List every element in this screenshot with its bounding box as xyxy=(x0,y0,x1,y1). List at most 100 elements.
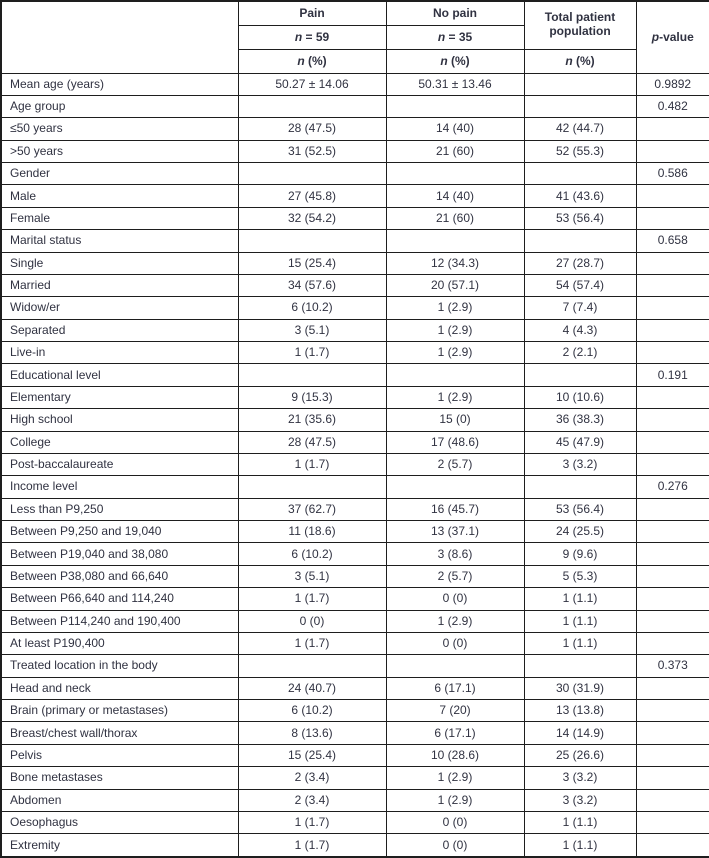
p-value-italic: p xyxy=(651,29,660,44)
table-row: Between P114,240 and 190,400 0 (0) 1 (2.… xyxy=(0,609,709,633)
row-label: Age group xyxy=(0,94,239,119)
n-italic: n xyxy=(294,29,303,44)
cell-pain xyxy=(237,229,387,253)
cell-no-pain: 13 (37.1) xyxy=(385,519,525,544)
cell-total: 14 (14.9) xyxy=(523,721,637,745)
cell-p-value xyxy=(635,296,709,320)
row-label: ≤50 years xyxy=(0,117,239,141)
p-value-rest: -value xyxy=(659,29,694,44)
table-row: Between P9,250 and 19,040 11 (18.6) 13 (… xyxy=(0,519,709,544)
cell-pain: 8 (13.6) xyxy=(237,721,387,745)
cell-total: 53 (56.4) xyxy=(523,497,637,522)
cell-p-value: 0.658 xyxy=(635,229,709,253)
cell-p-value: 0.9892 xyxy=(635,72,709,96)
table-row: Married 34 (57.6) 20 (57.1) 54 (57.4) xyxy=(0,273,709,298)
cell-p-value xyxy=(635,385,709,410)
cell-p-value xyxy=(635,631,709,656)
cell-total: 36 (38.3) xyxy=(523,408,637,432)
cell-p-value xyxy=(635,721,709,745)
cell-pain: 1 (1.7) xyxy=(237,452,387,477)
cell-total xyxy=(523,94,637,119)
cell-pain: 11 (18.6) xyxy=(237,519,387,544)
cell-total: 52 (55.3) xyxy=(523,139,637,164)
row-label: Single xyxy=(0,251,239,275)
cell-p-value xyxy=(635,273,709,298)
cell-pain: 21 (35.6) xyxy=(237,408,387,432)
table-row: Brain (primary or metastases) 6 (10.2) 7… xyxy=(0,698,709,723)
cell-pain: 32 (54.2) xyxy=(237,206,387,231)
cell-total xyxy=(523,161,637,186)
table-row: Between P19,040 and 38,080 6 (10.2) 3 (8… xyxy=(0,542,709,566)
table-row: Pelvis 15 (25.4) 10 (28.6) 25 (26.6) xyxy=(0,743,709,768)
cell-total: 1 (1.1) xyxy=(523,833,637,858)
table-row: Extremity 1 (1.7) 0 (0) 1 (1.1) xyxy=(0,833,709,858)
table-row: Elementary 9 (15.3) 1 (2.9) 10 (10.6) xyxy=(0,385,709,410)
cell-total: 53 (56.4) xyxy=(523,206,637,231)
cell-pain: 34 (57.6) xyxy=(237,273,387,298)
cell-total: 24 (25.5) xyxy=(523,519,637,544)
cell-total: 3 (3.2) xyxy=(523,788,637,812)
row-label: Marital status xyxy=(0,229,239,253)
cell-pain: 27 (45.8) xyxy=(237,184,387,208)
cell-no-pain: 14 (40) xyxy=(385,117,525,141)
cell-pain: 9 (15.3) xyxy=(237,385,387,410)
cell-total: 1 (1.1) xyxy=(523,609,637,633)
cell-p-value xyxy=(635,587,709,611)
table-row: Single 15 (25.4) 12 (34.3) 27 (28.7) xyxy=(0,251,709,275)
cell-p-value: 0.191 xyxy=(635,363,709,387)
cell-no-pain: 6 (17.1) xyxy=(385,721,525,745)
cell-pain: 28 (47.5) xyxy=(237,117,387,141)
cell-no-pain xyxy=(385,475,525,499)
n-rest: = 59 xyxy=(302,29,330,44)
cell-no-pain: 2 (5.7) xyxy=(385,564,525,589)
table-row: ≤50 years 28 (47.5) 14 (40) 42 (44.7) xyxy=(0,117,709,141)
cell-p-value xyxy=(635,184,709,208)
cell-pain: 28 (47.5) xyxy=(237,430,387,454)
cell-total: 2 (2.1) xyxy=(523,340,637,365)
table-row: Female 32 (54.2) 21 (60) 53 (56.4) xyxy=(0,206,709,231)
cell-total: 41 (43.6) xyxy=(523,184,637,208)
cell-pain: 37 (62.7) xyxy=(237,497,387,522)
cell-p-value xyxy=(635,766,709,790)
cell-no-pain: 1 (2.9) xyxy=(385,340,525,365)
row-label: Separated xyxy=(0,318,239,343)
table-row: Mean age (years) 50.27 ± 14.06 50.31 ± 1… xyxy=(0,72,709,96)
row-label: College xyxy=(0,430,239,454)
cell-no-pain: 0 (0) xyxy=(385,587,525,611)
row-label: Extremity xyxy=(0,833,239,858)
table-row: Breast/chest wall/thorax 8 (13.6) 6 (17.… xyxy=(0,721,709,745)
cell-total: 27 (28.7) xyxy=(523,251,637,275)
cell-pain: 15 (25.4) xyxy=(237,743,387,768)
table-row: Male 27 (45.8) 14 (40) 41 (43.6) xyxy=(0,184,709,208)
row-label: Married xyxy=(0,273,239,298)
cell-total: 9 (9.6) xyxy=(523,542,637,566)
cell-no-pain: 2 (5.7) xyxy=(385,452,525,477)
row-label: Between P9,250 and 19,040 xyxy=(0,519,239,544)
cell-p-value xyxy=(635,497,709,522)
cell-no-pain: 14 (40) xyxy=(385,184,525,208)
cell-pain: 2 (3.4) xyxy=(237,766,387,790)
table-row: Head and neck 24 (40.7) 6 (17.1) 30 (31.… xyxy=(0,676,709,701)
table-row: Abdomen 2 (3.4) 1 (2.9) 3 (3.2) xyxy=(0,788,709,812)
row-label: Oesophagus xyxy=(0,810,239,835)
cell-total: 3 (3.2) xyxy=(523,766,637,790)
table-row: >50 years 31 (52.5) 21 (60) 52 (55.3) xyxy=(0,139,709,164)
n-rest: = 35 xyxy=(445,29,473,44)
cell-no-pain: 0 (0) xyxy=(385,810,525,835)
cell-pain: 6 (10.2) xyxy=(237,698,387,723)
cell-pain: 1 (1.7) xyxy=(237,631,387,656)
table-row: Gender 0.586 xyxy=(0,161,709,186)
table-row: Post-baccalaureate 1 (1.7) 2 (5.7) 3 (3.… xyxy=(0,452,709,477)
row-label: >50 years xyxy=(0,139,239,164)
header-total-npct: n (%) xyxy=(523,48,637,74)
n-italic: n xyxy=(437,29,446,44)
header-p-value: p-value xyxy=(635,0,709,74)
row-label: Male xyxy=(0,184,239,208)
cell-p-value xyxy=(635,743,709,768)
cell-no-pain xyxy=(385,94,525,119)
table-row: Separated 3 (5.1) 1 (2.9) 4 (4.3) xyxy=(0,318,709,343)
cell-no-pain: 10 (28.6) xyxy=(385,743,525,768)
cell-p-value xyxy=(635,340,709,365)
cell-total xyxy=(523,229,637,253)
